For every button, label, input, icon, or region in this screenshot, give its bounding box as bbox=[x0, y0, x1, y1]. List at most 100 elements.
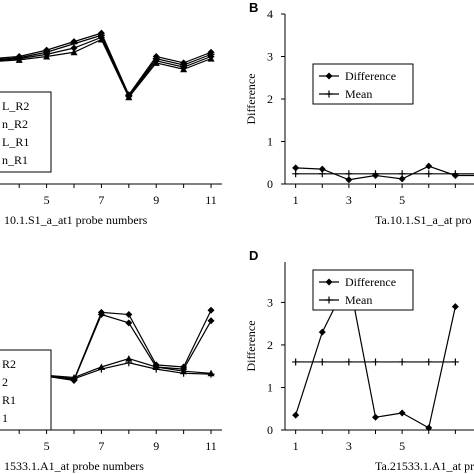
data-point bbox=[70, 48, 78, 56]
panel-label: D bbox=[249, 248, 258, 263]
data-point bbox=[425, 162, 433, 170]
data-point bbox=[398, 170, 406, 178]
y-axis-label: Difference bbox=[244, 320, 258, 371]
panel-label: B bbox=[249, 0, 258, 15]
data-point bbox=[152, 365, 160, 373]
data-point bbox=[180, 369, 188, 377]
y-tick-label: 4 bbox=[267, 7, 273, 21]
series-line bbox=[0, 34, 212, 97]
data-point bbox=[451, 303, 459, 311]
legend-box bbox=[312, 63, 414, 105]
data-point bbox=[125, 355, 133, 362]
x-tick-label: 3 bbox=[346, 193, 352, 207]
series-L_R2 bbox=[0, 29, 215, 99]
panel-c: 5 7 9 11 1533.1.A1_at probe numbers R2 2 R1 1 bbox=[0, 306, 222, 473]
data-point bbox=[425, 424, 433, 432]
x-tick-label: 1 bbox=[293, 439, 299, 453]
y-tick-label: 3 bbox=[267, 295, 273, 309]
legend-entry: n_R2 bbox=[2, 117, 28, 131]
x-tick-label: 11 bbox=[205, 439, 217, 453]
legend-entry: n_R1 bbox=[2, 153, 28, 167]
legend-entry: Difference bbox=[345, 275, 396, 289]
data-point bbox=[451, 170, 459, 178]
panel-d: 0 1 2 3 Difference 1 3 5 Ta.21533.1.A1_at pro D Di… bbox=[244, 248, 474, 473]
data-point bbox=[180, 65, 188, 73]
series-Difference bbox=[292, 162, 474, 184]
data-point bbox=[292, 170, 300, 178]
y-tick-label: 2 bbox=[267, 338, 273, 352]
data-point bbox=[207, 306, 215, 314]
x-tick-label: 9 bbox=[153, 439, 159, 453]
legend-swatch-marker bbox=[325, 90, 333, 98]
y-tick-label: 1 bbox=[267, 380, 273, 394]
data-point bbox=[398, 409, 406, 417]
data-point bbox=[425, 170, 433, 178]
x-tick-label: 7 bbox=[98, 193, 104, 207]
data-point bbox=[125, 93, 133, 101]
legend-swatch-marker bbox=[325, 278, 333, 286]
y-tick-label: 3 bbox=[267, 50, 273, 64]
data-point bbox=[398, 175, 406, 183]
x-axis-label: Ta.21533.1.A1_at pro bbox=[375, 459, 474, 473]
x-tick-label: 5 bbox=[399, 439, 405, 453]
data-point bbox=[125, 311, 133, 318]
data-point bbox=[97, 311, 105, 318]
data-point bbox=[318, 358, 326, 366]
legend-entry: L_R1 bbox=[2, 135, 29, 149]
legend-entry: R1 bbox=[2, 393, 16, 407]
data-point bbox=[292, 411, 300, 419]
legend-entry: 1 bbox=[2, 411, 8, 425]
data-point bbox=[318, 170, 326, 178]
y-tick-label: 0 bbox=[267, 423, 273, 437]
x-tick-label: 1 bbox=[293, 193, 299, 207]
data-point bbox=[70, 375, 78, 383]
legend-entry: R2 bbox=[2, 357, 16, 371]
data-point bbox=[425, 358, 433, 366]
x-axis-label: 10.1.S1_a_at1 probe numbers bbox=[4, 213, 148, 227]
legend-entry: Difference bbox=[345, 69, 396, 83]
data-point bbox=[125, 359, 133, 367]
legend-box bbox=[312, 269, 414, 311]
x-tick-label: 5 bbox=[44, 439, 50, 453]
data-point bbox=[207, 55, 215, 62]
x-tick-label: 5 bbox=[399, 193, 405, 207]
legend-entry: Mean bbox=[345, 87, 372, 101]
data-point bbox=[97, 365, 105, 373]
data-point bbox=[207, 317, 215, 325]
data-point bbox=[398, 358, 406, 366]
data-point bbox=[97, 36, 105, 43]
x-tick-label: 11 bbox=[205, 193, 217, 207]
data-point bbox=[372, 413, 380, 421]
data-point bbox=[70, 44, 78, 52]
data-point bbox=[345, 170, 353, 178]
legend-box bbox=[0, 91, 52, 173]
data-point bbox=[318, 165, 326, 173]
legend-entry: L_R2 bbox=[2, 99, 29, 113]
data-point bbox=[152, 59, 160, 66]
data-point bbox=[292, 164, 300, 172]
series-n_R1 bbox=[0, 36, 215, 101]
data-point bbox=[292, 358, 300, 366]
legend-entry: Mean bbox=[345, 293, 372, 307]
x-tick-label: 7 bbox=[98, 439, 104, 453]
y-tick-label: 2 bbox=[267, 92, 273, 106]
series-line bbox=[0, 38, 212, 99]
x-axis-label: Ta.10.1.S1_a_at pro bbox=[375, 213, 471, 227]
data-point bbox=[451, 358, 459, 366]
x-tick-label: 9 bbox=[153, 193, 159, 207]
series-Mean bbox=[292, 358, 459, 366]
data-point bbox=[372, 358, 380, 366]
data-point bbox=[372, 170, 380, 178]
data-point bbox=[318, 328, 326, 336]
x-axis-label: 1533.1.A1_at probe numbers bbox=[4, 459, 144, 473]
x-tick-label: 3 bbox=[346, 439, 352, 453]
legend-swatch-marker bbox=[325, 72, 333, 80]
data-point bbox=[15, 56, 23, 63]
panel-a: 5 7 9 11 10.1.S1_a_at1 probe numbers L_R2 n_R2… bbox=[0, 29, 222, 227]
data-point bbox=[43, 53, 51, 60]
legend-entry: 2 bbox=[2, 375, 8, 389]
data-point bbox=[345, 176, 353, 184]
panel-b: 0 1 2 3 4 Difference 1 3 5 Ta.10.1.S1_a_at pro B Di… bbox=[244, 0, 474, 227]
data-point bbox=[125, 319, 133, 327]
